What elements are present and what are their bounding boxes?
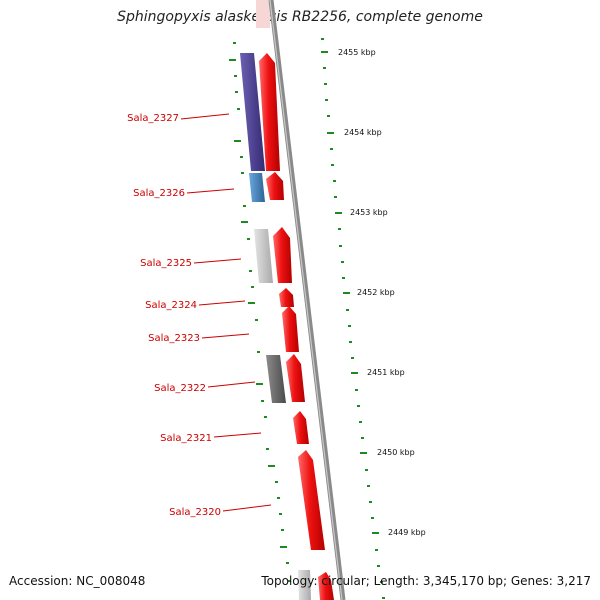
gene-label-sala-2323[interactable]: Sala_2323 (148, 333, 200, 344)
gene-arrow-partial[interactable] (318, 572, 334, 600)
genome-summary-text: Topology: circular; Length: 3,345,170 bp… (261, 574, 591, 588)
gene-arrow-sala-2320[interactable] (298, 450, 325, 550)
gene-arrow-sala-2325[interactable] (273, 227, 292, 283)
genome-backbone (268, 0, 346, 600)
kbp-label-2450: 2450 kbp (377, 448, 415, 457)
kbp-label-2453: 2453 kbp (350, 208, 388, 217)
kbp-label-2452: 2452 kbp (357, 288, 395, 297)
gene-label-sala-2326[interactable]: Sala_2326 (133, 188, 185, 199)
gene-block-sala-2326[interactable] (249, 173, 265, 202)
gene-arrow-sala-2324[interactable] (279, 288, 294, 307)
kbp-label-2449: 2449 kbp (388, 528, 426, 537)
gene-arrow-sala-2327[interactable] (259, 53, 280, 171)
inner-ticks (229, 42, 291, 582)
gene-label-sala-2324[interactable]: Sala_2324 (145, 300, 197, 311)
genome-arc-fragment (256, 0, 270, 28)
gene-label-sala-2320[interactable]: Sala_2320 (169, 507, 221, 518)
gene-label-sala-2327[interactable]: Sala_2327 (127, 113, 179, 124)
gene-label-sala-2322[interactable]: Sala_2322 (154, 383, 206, 394)
gene-arrow-sala-2321[interactable] (293, 411, 309, 444)
gene-label-sala-2325[interactable]: Sala_2325 (140, 258, 192, 269)
gene-block-sala-2322[interactable] (266, 355, 286, 403)
kbp-label-2455: 2455 kbp (338, 48, 376, 57)
gene-label-sala-2321[interactable]: Sala_2321 (160, 433, 212, 444)
gene-block-sala-2325[interactable] (254, 229, 273, 283)
outer-ticks (321, 38, 385, 599)
gene-labels: Sala_2327 Sala_2326 Sala_2325 Sala_2324 … (127, 113, 221, 518)
kbp-label-2451: 2451 kbp (367, 368, 405, 377)
gene-block-sala-2327[interactable] (240, 53, 265, 171)
gene-arrow-sala-2326[interactable] (266, 172, 284, 200)
gene-arrow-sala-2322[interactable] (286, 354, 305, 402)
gene-arrow-sala-2323[interactable] (282, 306, 299, 352)
gene-callouts (180, 113, 272, 512)
accession-text: Accession: NC_008048 (9, 574, 146, 588)
gene-block-partial[interactable] (298, 570, 311, 600)
kbp-ruler-labels: 2455 kbp 2454 kbp 2453 kbp 2452 kbp 2451… (338, 48, 426, 537)
genome-title: Sphingopyxis alaskensis RB2256, complete… (117, 9, 483, 25)
kbp-label-2454: 2454 kbp (344, 128, 382, 137)
